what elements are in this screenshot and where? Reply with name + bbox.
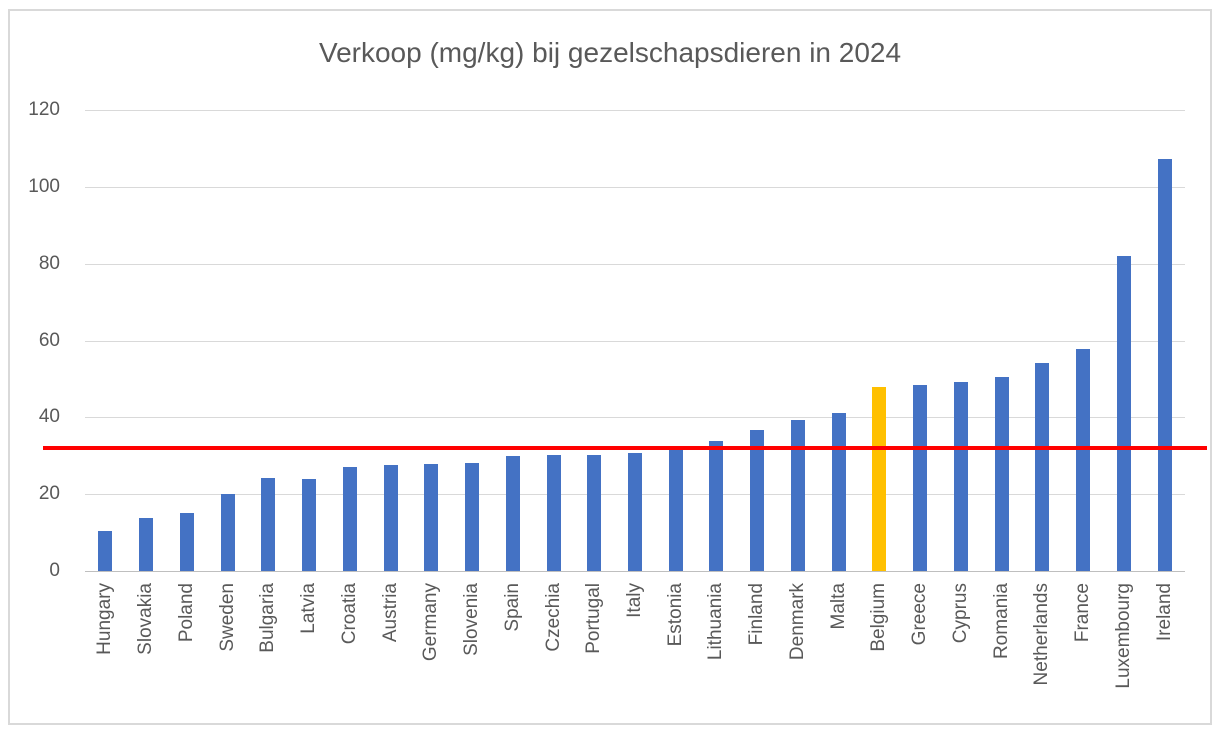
bar-france bbox=[1076, 349, 1090, 571]
x-label-slovenia: Slovenia bbox=[461, 583, 482, 656]
x-axis-line bbox=[85, 571, 1185, 572]
x-label-france: France bbox=[1072, 583, 1093, 643]
y-tick-label-100: 100 bbox=[28, 175, 60, 197]
y-tick-label-0: 0 bbox=[49, 560, 60, 581]
x-label-denmark: Denmark bbox=[787, 583, 808, 661]
x-label-malta: Malta bbox=[828, 583, 849, 630]
bar-sweden bbox=[221, 494, 235, 571]
x-label-portugal: Portugal bbox=[583, 583, 604, 654]
x-label-sweden: Sweden bbox=[217, 583, 238, 652]
x-label-netherlands: Netherlands bbox=[1031, 583, 1052, 686]
x-label-romania: Romania bbox=[991, 583, 1012, 660]
x-label-lithuania: Lithuania bbox=[705, 583, 726, 661]
x-label-luxembourg: Luxembourg bbox=[1113, 583, 1134, 689]
bar-estonia bbox=[669, 449, 683, 571]
bar-spain bbox=[506, 456, 520, 571]
x-label-bulgaria: Bulgaria bbox=[257, 583, 278, 653]
y-tick-label-120: 120 bbox=[28, 99, 60, 120]
x-label-italy: Italy bbox=[624, 583, 645, 618]
bar-lithuania bbox=[709, 441, 723, 571]
bar-belgium bbox=[872, 387, 886, 571]
bar-romania bbox=[995, 377, 1009, 571]
x-label-ireland: Ireland bbox=[1154, 583, 1175, 642]
bar-italy bbox=[628, 453, 642, 571]
gridline-120 bbox=[85, 110, 1185, 111]
x-label-latvia: Latvia bbox=[298, 583, 319, 634]
bar-slovenia bbox=[465, 463, 479, 571]
x-label-poland: Poland bbox=[176, 583, 197, 643]
bar-netherlands bbox=[1035, 363, 1049, 571]
chart-border-frame bbox=[8, 9, 1212, 725]
y-tick-label-80: 80 bbox=[38, 252, 60, 274]
gridline-60 bbox=[85, 340, 1185, 342]
gridline-40 bbox=[85, 417, 1185, 419]
bar-poland bbox=[180, 513, 194, 571]
bar-germany bbox=[424, 464, 438, 571]
reference-line bbox=[43, 446, 1207, 450]
x-label-belgium: Belgium bbox=[868, 583, 889, 652]
bar-luxembourg bbox=[1117, 256, 1131, 571]
x-label-greece: Greece bbox=[909, 583, 930, 646]
chart-title: Verkoop (mg/kg) bij gezelschapsdieren in… bbox=[318, 37, 902, 68]
x-label-germany: Germany bbox=[420, 583, 441, 662]
x-label-austria: Austria bbox=[380, 583, 401, 643]
x-label-croatia: Croatia bbox=[339, 583, 360, 645]
bar-greece bbox=[913, 385, 927, 571]
bar-latvia bbox=[302, 479, 316, 571]
bar-denmark bbox=[791, 420, 805, 571]
gridline-100 bbox=[85, 186, 1185, 188]
x-label-czechia: Czechia bbox=[543, 583, 564, 652]
bar-slovakia bbox=[139, 518, 153, 571]
bar-hungary bbox=[98, 531, 112, 571]
x-label-slovakia: Slovakia bbox=[135, 583, 156, 655]
y-tick-label-20: 20 bbox=[38, 483, 60, 505]
bar-czechia bbox=[547, 455, 561, 571]
x-label-spain: Spain bbox=[502, 583, 523, 632]
bar-cyprus bbox=[954, 382, 968, 571]
x-label-cyprus: Cyprus bbox=[950, 583, 971, 644]
y-tick-label-40: 40 bbox=[38, 406, 60, 428]
bar-croatia bbox=[343, 467, 357, 571]
x-label-finland: Finland bbox=[746, 583, 767, 646]
y-tick-label-60: 60 bbox=[38, 329, 60, 351]
gridline-80 bbox=[85, 263, 1185, 265]
bar-ireland bbox=[1158, 159, 1172, 571]
bar-bulgaria bbox=[261, 478, 275, 571]
bar-austria bbox=[384, 465, 398, 571]
x-label-estonia: Estonia bbox=[665, 583, 686, 647]
bar-finland bbox=[750, 430, 764, 571]
bar-malta bbox=[832, 413, 846, 571]
x-label-hungary: Hungary bbox=[94, 583, 115, 655]
bar-portugal bbox=[587, 455, 601, 571]
